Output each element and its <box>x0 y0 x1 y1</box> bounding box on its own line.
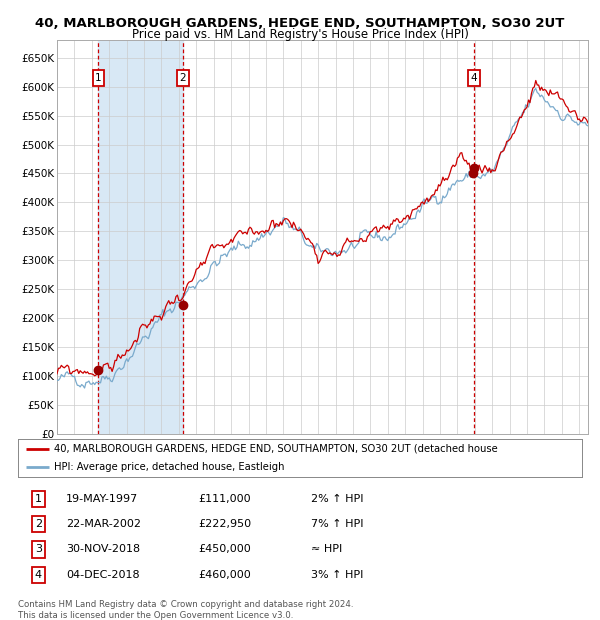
Text: £460,000: £460,000 <box>199 570 251 580</box>
Text: 30-NOV-2018: 30-NOV-2018 <box>66 544 140 554</box>
Text: 40, MARLBOROUGH GARDENS, HEDGE END, SOUTHAMPTON, SO30 2UT: 40, MARLBOROUGH GARDENS, HEDGE END, SOUT… <box>35 17 565 30</box>
Text: Price paid vs. HM Land Registry's House Price Index (HPI): Price paid vs. HM Land Registry's House … <box>131 28 469 41</box>
Text: £111,000: £111,000 <box>199 494 251 503</box>
Text: £450,000: £450,000 <box>199 544 251 554</box>
Text: 1: 1 <box>95 73 102 83</box>
Text: 2: 2 <box>179 73 186 83</box>
Text: 3: 3 <box>35 544 42 554</box>
Text: 1: 1 <box>35 494 42 503</box>
Text: 4: 4 <box>35 570 42 580</box>
Text: ≈ HPI: ≈ HPI <box>311 544 343 554</box>
Text: 04-DEC-2018: 04-DEC-2018 <box>66 570 140 580</box>
Text: 2% ↑ HPI: 2% ↑ HPI <box>311 494 364 503</box>
Text: 3% ↑ HPI: 3% ↑ HPI <box>311 570 364 580</box>
Text: 40, MARLBOROUGH GARDENS, HEDGE END, SOUTHAMPTON, SO30 2UT (detached house: 40, MARLBOROUGH GARDENS, HEDGE END, SOUT… <box>53 444 497 454</box>
Text: Contains HM Land Registry data © Crown copyright and database right 2024.
This d: Contains HM Land Registry data © Crown c… <box>18 600 353 619</box>
Text: £222,950: £222,950 <box>199 519 251 529</box>
Text: 19-MAY-1997: 19-MAY-1997 <box>66 494 138 503</box>
Text: 2: 2 <box>35 519 42 529</box>
Text: 4: 4 <box>470 73 477 83</box>
Bar <box>98 40 182 434</box>
Text: HPI: Average price, detached house, Eastleigh: HPI: Average price, detached house, East… <box>53 463 284 472</box>
Text: 7% ↑ HPI: 7% ↑ HPI <box>311 519 364 529</box>
Text: 22-MAR-2002: 22-MAR-2002 <box>66 519 141 529</box>
